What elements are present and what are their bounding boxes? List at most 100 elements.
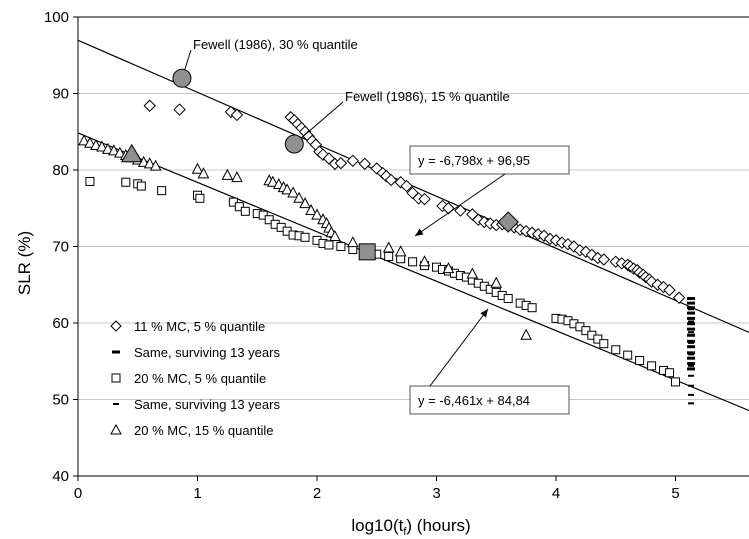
square-point [195,193,205,203]
annotation-label: Fewell (1986), 15 % quantile [345,89,510,104]
triangle-point [347,236,359,248]
thick-dash-point [687,301,696,305]
fewell-circle-point [172,68,192,88]
x-tick-label: 1 [193,485,201,502]
diamond-point [579,245,593,259]
equation-label: y = -6,798x + 96,95 [418,153,530,168]
triangle-point [78,134,90,146]
x-axis-title: log10(tf) (hours) [351,516,470,538]
equation-arrow [429,308,489,387]
gridlines [78,93,749,400]
square-point [635,355,645,365]
legend-diamond-icon [110,320,122,332]
thin-dash-point [688,374,695,377]
thick-dash-point [687,333,696,337]
triangle-point [149,159,162,171]
x-axis-title-sub: f [403,526,407,538]
y-tick-label: 60 [52,315,69,332]
legend-square-icon [111,373,121,383]
thin-dash-point [688,320,695,323]
square-point [85,176,95,186]
triangle-point [442,262,455,274]
thin-dash-point [688,341,695,344]
big-triangle-point [120,143,143,163]
triangle-point [84,136,96,148]
triangle-point [520,328,532,340]
thin-dash-point [688,384,695,387]
legend-triangle-icon [110,423,122,435]
equation-arrow [414,173,506,237]
triangle-point [197,167,210,179]
big-diamond-point [497,211,519,233]
diamond-point [454,204,467,217]
diamond-point [230,108,244,122]
diamond-point [143,99,156,112]
triangle-point [305,203,317,216]
thick-dash-point [687,306,696,310]
thin-dash-point [688,364,695,367]
y-axis-title: SLR (%) [15,231,34,295]
triangle-point [113,146,126,158]
x-axis-title-tail: ) (hours) [406,516,470,535]
thick-dash-point [687,339,696,343]
diamond-point [358,157,372,171]
square-point [623,350,633,360]
diamond-point [672,291,686,304]
thick-dash-point [687,316,696,320]
legend-label: 11 % MC, 5 % quantile [134,319,265,334]
square-point [611,345,621,355]
annotation-leader [300,101,344,139]
legend-label: 20 % MC, 15 % quantile [134,423,273,438]
x-axis-title-main: log10(t [351,516,403,535]
triangle-point [418,255,431,267]
triangle-point [96,140,108,152]
square-point [599,339,609,349]
thick-dash-point [687,367,696,371]
thin-dash-point [688,331,695,334]
triangle-point [143,157,156,169]
legend-thick-dash-icon [112,350,120,354]
diamond-point [585,248,599,262]
square-point [647,361,657,371]
equation-box [409,145,570,175]
legend-label: Same, surviving 13 years [134,397,280,412]
thin-dash-point [688,402,695,405]
equation-box [409,385,570,415]
annotation-label: Fewell (1986), 30 % quantile [193,37,358,52]
x-tick-label: 0 [74,485,82,502]
thick-dash-point [687,351,696,355]
triangle-point [299,197,311,209]
thick-dash-point [687,297,696,301]
diamond-point [597,253,611,266]
thick-dash-point [687,356,696,360]
square-point [384,251,394,261]
y-tick-label: 100 [44,9,69,26]
square-point [581,326,591,336]
x-tick-label: 4 [552,485,560,502]
triangle-point [311,208,323,220]
diamond-point [384,173,398,187]
square-point [300,232,310,242]
thick-dash-point [687,311,696,315]
triangle-point [382,241,395,253]
legend-label: 20 % MC, 5 % quantile [134,371,266,386]
triangle-point [266,175,279,187]
annotations: Fewell (1986), 30 % quantile Fewell (1986… [184,37,570,415]
thick-dash-point [687,345,696,349]
diamond-point [400,179,413,193]
thin-dash-point [688,353,695,356]
axes [73,16,749,481]
diamond-point [173,103,186,116]
square-point [240,206,250,216]
y-tick-label: 70 [52,239,69,256]
thick-dash-point [687,362,696,366]
y-tick-label: 40 [52,468,69,485]
annotation-leader [184,49,192,70]
diamond-point [663,283,676,297]
triangle-point [293,191,305,203]
equation-arrowhead [415,228,424,236]
y-tick-label: 90 [52,86,69,103]
diamond-point [334,156,348,170]
square-point [228,197,238,207]
